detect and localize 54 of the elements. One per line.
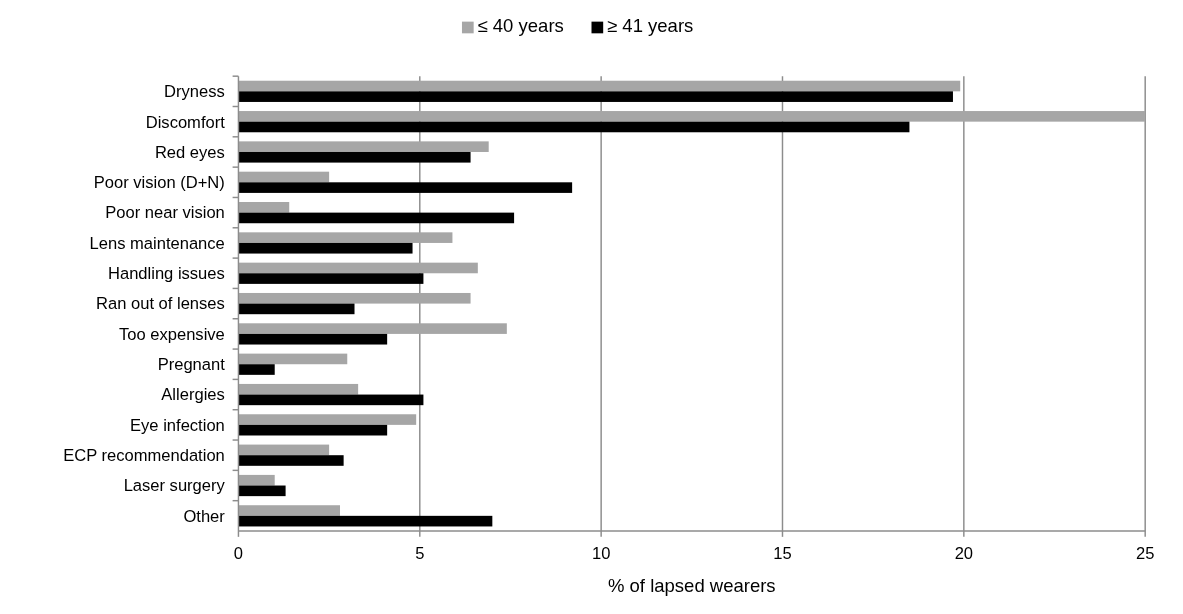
x-tick-label: 25 — [1135, 544, 1155, 564]
bar — [238, 333, 388, 345]
y-tick-label: Too expensive — [119, 324, 225, 344]
bar — [238, 80, 961, 92]
bar — [238, 212, 515, 224]
bar — [238, 262, 478, 274]
bar — [238, 515, 493, 527]
bar — [238, 364, 275, 375]
bar — [238, 394, 424, 406]
bar — [238, 323, 507, 334]
bar — [238, 455, 344, 466]
y-tick-label: Pregnant — [157, 355, 226, 375]
bar — [238, 182, 573, 193]
bar — [238, 292, 471, 304]
legend-label: ≥ 41 years — [607, 15, 694, 37]
y-tick-label: Handling issues — [107, 264, 225, 284]
bar — [238, 303, 355, 315]
bar — [238, 414, 417, 425]
legend-label: ≤ 40 years — [477, 15, 564, 37]
y-tick-label: Dryness — [164, 82, 225, 102]
x-tick-label: 10 — [591, 544, 611, 564]
y-tick-label: Poor vision (D+N) — [93, 173, 225, 193]
bar — [238, 273, 424, 284]
bar — [238, 505, 340, 516]
bar — [238, 151, 471, 163]
bar — [238, 141, 489, 152]
y-tick-label: Poor near vision — [105, 203, 225, 223]
bar — [238, 474, 275, 486]
bar — [238, 121, 910, 133]
x-tick-label: 5 — [415, 544, 425, 564]
bar — [238, 424, 388, 436]
bar — [238, 383, 359, 395]
x-tick-label: 20 — [954, 544, 974, 564]
bar — [238, 232, 453, 243]
y-tick-label: Laser surgery — [123, 476, 226, 496]
y-tick-label: Eye infection — [130, 415, 225, 435]
bar — [238, 91, 953, 102]
bar — [238, 171, 330, 183]
y-tick-label: Other — [183, 506, 226, 526]
bar — [238, 485, 286, 497]
bar — [238, 242, 413, 254]
x-tick-label: 0 — [233, 544, 244, 564]
y-tick-label: Ran out of lenses — [96, 294, 225, 314]
bar — [238, 111, 1146, 122]
x-tick-label: 15 — [773, 544, 792, 564]
bar — [238, 353, 348, 365]
y-tick-label: ECP recommendation — [63, 446, 225, 466]
x-axis-title: % of lapsed wearers — [608, 575, 776, 597]
y-tick-label: Red eyes — [154, 142, 225, 162]
bar — [238, 202, 290, 213]
y-tick-label: Lens maintenance — [89, 233, 225, 253]
bar — [238, 444, 330, 456]
y-tick-label: Allergies — [161, 385, 225, 405]
y-tick-label: Discomfort — [145, 112, 226, 132]
